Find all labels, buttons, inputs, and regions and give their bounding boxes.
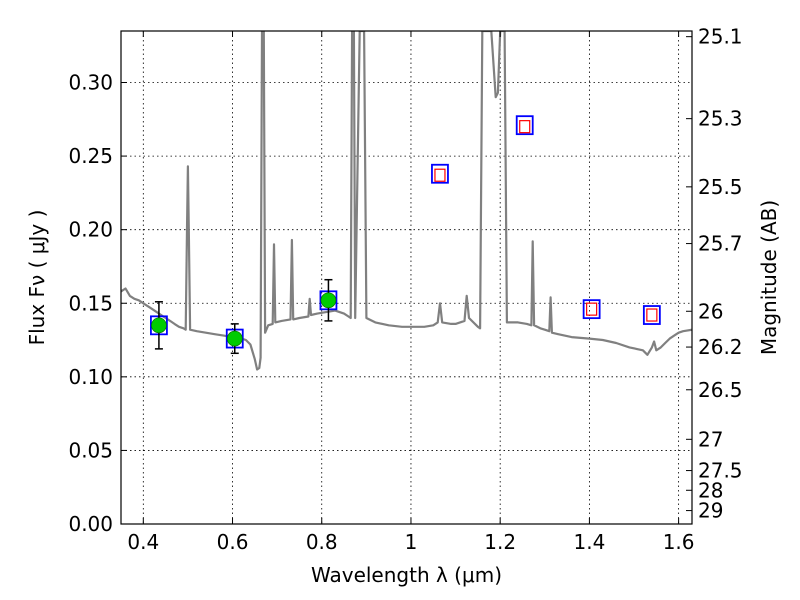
y2-tick-label: 27 <box>698 427 723 451</box>
y2-tick-label: 25.7 <box>698 232 743 256</box>
y2-axis-title: Magnitude (AB) <box>757 200 781 355</box>
model-flux-square <box>431 163 449 184</box>
model-flux-square <box>515 115 534 136</box>
measured-flux-point <box>226 330 243 347</box>
plot-area <box>121 31 692 371</box>
y2-tick-label: 28 <box>698 478 723 502</box>
axis-labels: 0.4 0.6 0.8 1 1.2 1.4 1.6 0.00 0.05 0.10 0.15 0.20 0… <box>25 25 781 587</box>
x-tick-label: 1 <box>405 530 418 554</box>
y-tick-label: 0.00 <box>68 512 113 536</box>
upper-limit-marker <box>586 302 598 316</box>
model-flux-square <box>642 305 661 325</box>
y-tick-label: 0.30 <box>68 71 113 95</box>
x-tick-label: 0.4 <box>127 530 159 554</box>
y-tick-label: 0.15 <box>68 291 113 315</box>
y2-tick-label: 25.1 <box>698 25 743 49</box>
y-tick-label: 0.25 <box>68 144 113 168</box>
y2-tick-label: 26 <box>698 299 723 323</box>
y2-tick-label: 26.5 <box>698 378 743 402</box>
y2-tick-label: 26.2 <box>698 335 743 359</box>
upper-limit-marker <box>646 308 658 322</box>
spectrum-line <box>121 31 692 371</box>
x-tick-label: 0.8 <box>306 530 338 554</box>
upper-limit-marker <box>434 168 446 182</box>
y-tick-label: 0.20 <box>68 218 113 242</box>
y-axis-title: Flux Fν ( μJy ) <box>25 210 49 346</box>
y-tick-label: 0.05 <box>68 438 113 462</box>
y2-tick-label: 27.5 <box>698 459 743 483</box>
x-tick-label: 0.6 <box>217 530 249 554</box>
y2-tick-label: 25.3 <box>698 107 743 131</box>
x-tick-label: 1.6 <box>663 530 695 554</box>
model-flux-square <box>582 299 601 320</box>
y2-tick-label: 25.5 <box>698 175 743 199</box>
axis-ticks <box>121 31 692 525</box>
x-tick-label: 1.2 <box>484 530 516 554</box>
plot-frame <box>120 30 693 525</box>
y-tick-label: 0.10 <box>68 365 113 389</box>
upper-limit-marker <box>519 120 531 134</box>
x-axis-title: Wavelength λ (μm) <box>311 563 502 587</box>
y2-tick-label: 29 <box>698 499 723 523</box>
x-tick-label: 1.4 <box>573 530 605 554</box>
grid <box>121 31 692 525</box>
measured-flux-point <box>151 317 167 334</box>
measured-flux-point <box>320 292 337 309</box>
